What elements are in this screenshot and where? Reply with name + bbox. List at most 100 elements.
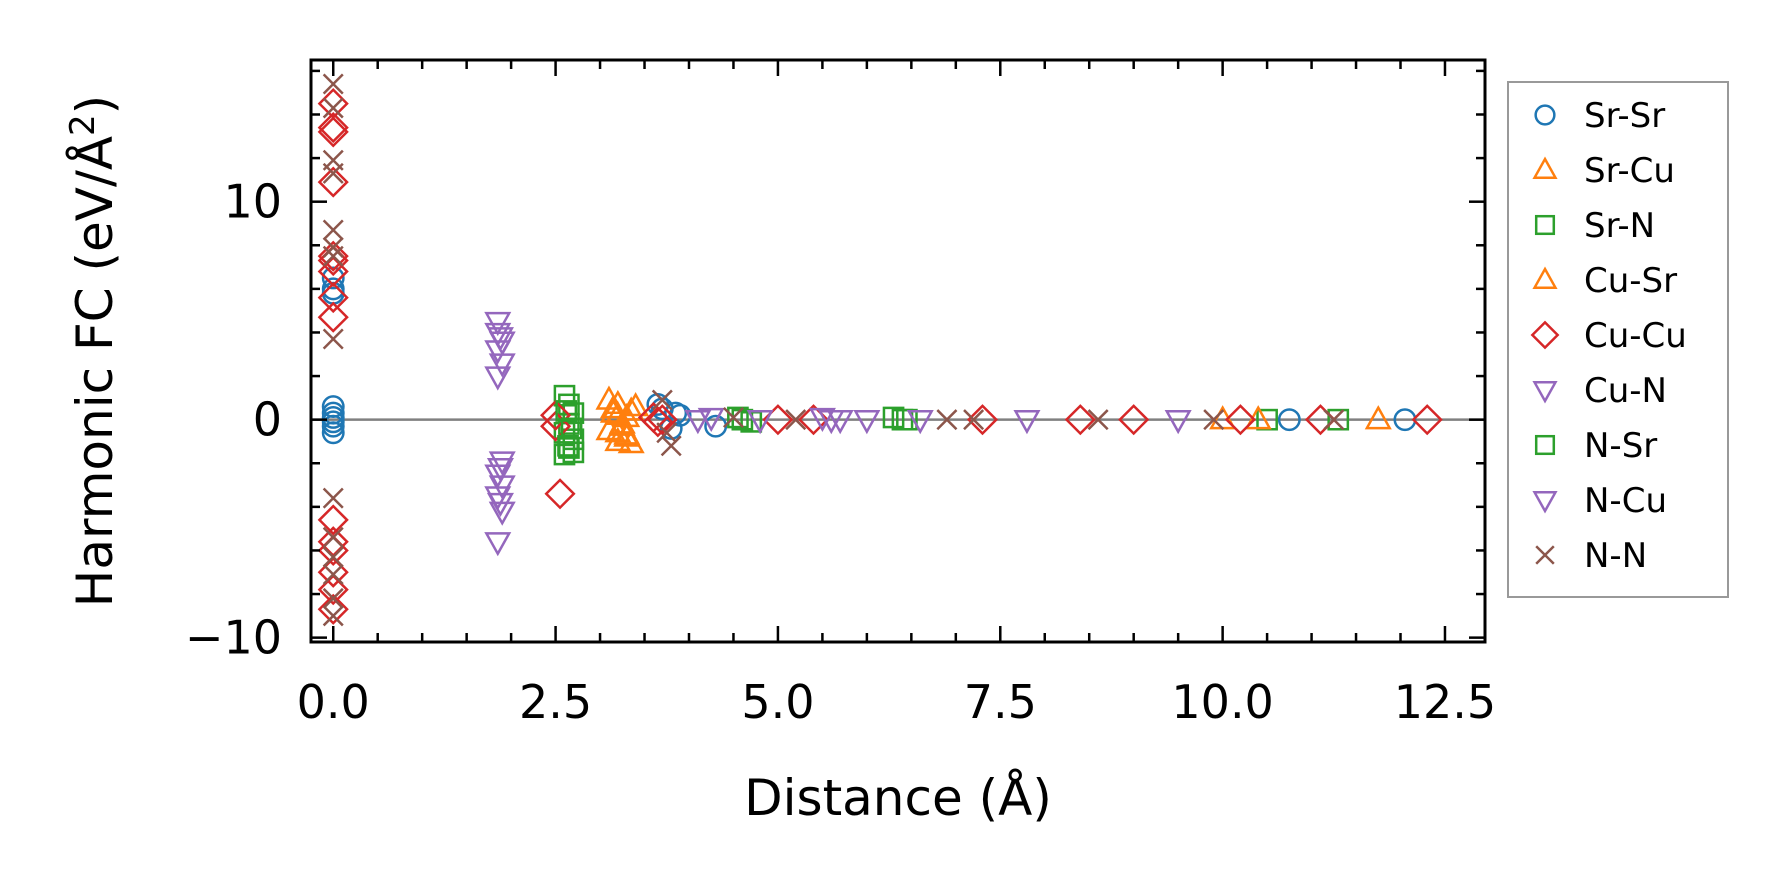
x-tick-label: 10.0: [1171, 675, 1273, 729]
data-point: [484, 366, 512, 391]
x-tick-labels: 0.0 2.5 5.0 7.5 10.0 12.5: [297, 675, 1497, 729]
data-point: [1164, 410, 1192, 435]
data-point: [1064, 404, 1096, 436]
data-point: [746, 410, 774, 435]
data-point: [317, 240, 349, 272]
data-point: [1411, 404, 1443, 436]
series-n-cu: [486, 327, 934, 518]
legend-label: Cu-N: [1584, 371, 1667, 411]
data-point: [668, 403, 692, 427]
legend-label: Cu-Cu: [1584, 316, 1687, 356]
axis-ticks: [311, 60, 1485, 642]
data-point: [656, 422, 678, 444]
legend-marker: [1534, 104, 1556, 126]
data-point: [697, 407, 725, 433]
x-tick-label: 0.0: [297, 675, 370, 729]
data-point: [321, 266, 345, 290]
data-point: [322, 97, 344, 119]
data-point: [322, 546, 344, 568]
x-tick-label: 7.5: [964, 675, 1037, 729]
y-tick-label: 0: [253, 393, 282, 447]
data-point: [488, 451, 516, 476]
data-point: [906, 410, 934, 435]
legend-label: N-N: [1584, 536, 1647, 576]
legend-label: N-Cu: [1584, 481, 1667, 521]
data-point: [544, 478, 576, 510]
legend: Sr-Sr Sr-Cu Sr-N Cu-Sr Cu-Cu Cu-N N-Sr N-Cu N-N: [1507, 81, 1729, 598]
data-point: [722, 406, 744, 428]
data-point: [322, 563, 344, 585]
legend-label: Sr-Cu: [1584, 151, 1675, 191]
x-axis-label: Distance (Å): [744, 769, 1052, 827]
y-tick-label: 10: [223, 175, 282, 229]
data-point: [317, 301, 349, 333]
data-point: [660, 435, 682, 457]
data-point: [785, 409, 807, 431]
data-point: [322, 487, 344, 509]
data-point: [322, 162, 344, 184]
data-point: [1087, 409, 1109, 431]
data-point: [540, 399, 572, 431]
legend-marker: [1530, 320, 1560, 350]
data-point: [317, 574, 349, 606]
plot-frame: [309, 58, 1487, 644]
data-point: [684, 410, 712, 435]
data-point: [1224, 404, 1256, 436]
data-point: [322, 328, 344, 350]
data-point: [322, 245, 344, 267]
data-point: [1118, 404, 1150, 436]
data-point: [322, 605, 344, 627]
data-point: [560, 417, 583, 440]
data-point: [646, 404, 678, 436]
legend-marker: [1534, 434, 1556, 456]
data-point: [1203, 409, 1225, 431]
legend-marker: [1535, 545, 1555, 565]
legend-marker: [1532, 266, 1558, 289]
data-point: [1323, 409, 1345, 431]
data-point: [613, 422, 641, 447]
x-tick-label: 2.5: [519, 675, 592, 729]
data-point: [322, 219, 344, 241]
data-point: [317, 116, 349, 148]
data-point: [322, 587, 344, 609]
data-point: [321, 414, 345, 438]
data-point: [599, 398, 627, 423]
legend-marker: [1534, 214, 1556, 236]
data-point: [488, 353, 516, 378]
data-point: [617, 396, 645, 421]
data-point: [727, 406, 749, 429]
series-n-sr: [555, 400, 918, 457]
series-n-n: [322, 73, 1345, 627]
data-point: [642, 406, 674, 438]
data-markers: [317, 73, 1443, 627]
data-point: [562, 441, 585, 464]
x-tick-label: 12.5: [1394, 675, 1496, 729]
series-cu-n: [484, 311, 1192, 557]
data-point: [317, 593, 349, 625]
data-point: [1364, 405, 1392, 430]
legend-marker: [1532, 156, 1558, 179]
legend-label: Sr-Sr: [1584, 96, 1665, 136]
data-point: [317, 504, 349, 536]
data-point: [486, 457, 514, 483]
data-point: [488, 501, 516, 526]
data-point: [1277, 408, 1301, 432]
legend-marker: [1532, 491, 1558, 514]
data-point: [557, 434, 579, 457]
y-tick-label: −10: [185, 611, 282, 665]
data-point: [604, 426, 632, 452]
y-axis-label: Harmonic FC (eV/Å2): [63, 95, 124, 607]
data-point: [321, 421, 345, 445]
legend-marker: [1532, 381, 1558, 404]
data-point: [1327, 408, 1350, 431]
data-point: [486, 492, 514, 518]
data-point: [826, 410, 854, 435]
data-point: [322, 236, 344, 258]
legend-label: N-Sr: [1584, 426, 1657, 466]
x-tick-label: 5.0: [741, 675, 814, 729]
data-point: [604, 418, 632, 443]
legend-label: Cu-Sr: [1584, 261, 1677, 301]
data-point: [317, 556, 349, 588]
data-point: [317, 112, 349, 144]
